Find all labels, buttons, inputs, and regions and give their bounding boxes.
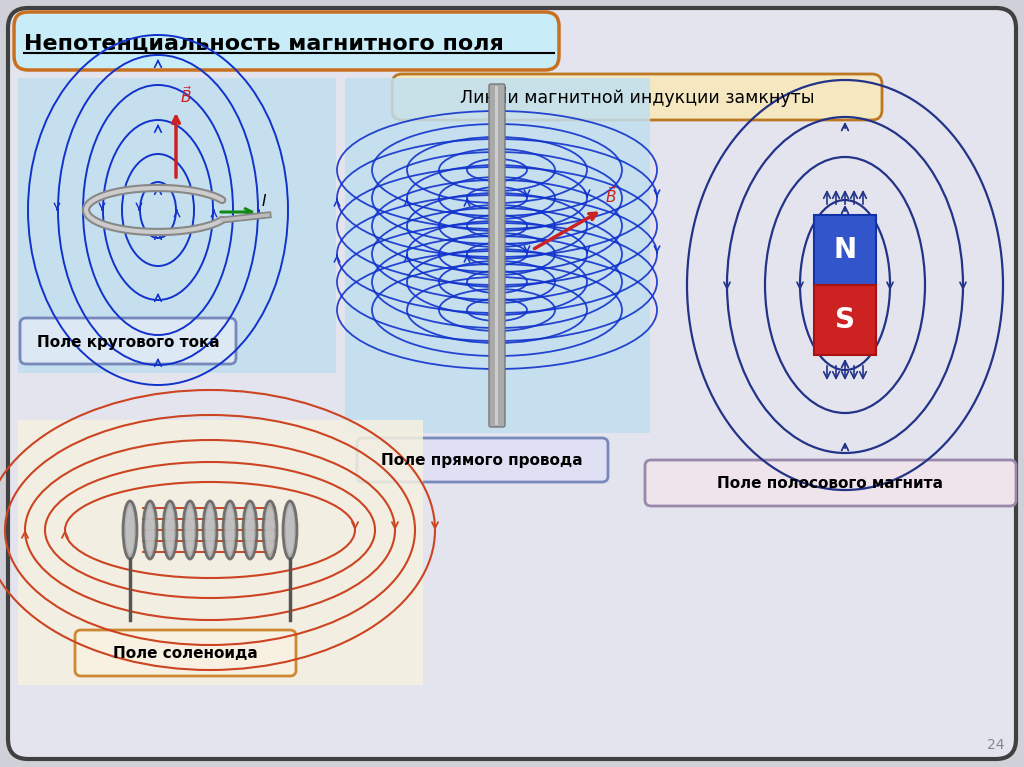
Text: Поле кругового тока: Поле кругового тока <box>37 334 219 350</box>
Ellipse shape <box>183 501 197 559</box>
Text: Поле полосового магнита: Поле полосового магнита <box>717 476 943 491</box>
Ellipse shape <box>263 501 278 559</box>
Ellipse shape <box>243 501 257 559</box>
Text: Непотенциальность магнитного поля: Непотенциальность магнитного поля <box>24 34 504 54</box>
FancyBboxPatch shape <box>18 78 336 373</box>
Ellipse shape <box>146 506 154 554</box>
Text: I: I <box>502 87 507 102</box>
Ellipse shape <box>226 506 234 554</box>
Text: N: N <box>834 236 856 264</box>
Text: Линии магнитной индукции замкнуты: Линии магнитной индукции замкнуты <box>460 89 814 107</box>
FancyBboxPatch shape <box>357 438 608 482</box>
FancyBboxPatch shape <box>345 78 650 433</box>
Bar <box>814 285 876 355</box>
Ellipse shape <box>143 501 157 559</box>
Ellipse shape <box>266 506 274 554</box>
Ellipse shape <box>283 501 297 559</box>
Ellipse shape <box>203 501 217 559</box>
Ellipse shape <box>166 506 174 554</box>
Ellipse shape <box>126 506 134 554</box>
Text: $\vec{B}$: $\vec{B}$ <box>180 85 193 106</box>
Ellipse shape <box>186 506 194 554</box>
FancyBboxPatch shape <box>18 420 423 685</box>
Ellipse shape <box>286 506 294 554</box>
Text: $\vec{B}$: $\vec{B}$ <box>605 185 617 206</box>
Ellipse shape <box>206 506 214 554</box>
Ellipse shape <box>223 501 237 559</box>
FancyBboxPatch shape <box>645 460 1016 506</box>
FancyBboxPatch shape <box>8 8 1016 759</box>
Text: 24: 24 <box>987 738 1005 752</box>
FancyBboxPatch shape <box>495 86 498 425</box>
FancyBboxPatch shape <box>392 74 882 120</box>
Text: Поле прямого провода: Поле прямого провода <box>381 453 583 468</box>
Text: S: S <box>835 306 855 334</box>
FancyBboxPatch shape <box>20 318 236 364</box>
Ellipse shape <box>163 501 177 559</box>
FancyBboxPatch shape <box>14 12 559 70</box>
FancyBboxPatch shape <box>75 630 296 676</box>
Bar <box>814 215 876 285</box>
FancyBboxPatch shape <box>489 84 505 427</box>
Text: I: I <box>262 194 266 209</box>
Ellipse shape <box>123 501 137 559</box>
Ellipse shape <box>246 506 254 554</box>
Text: Поле соленоида: Поле соленоида <box>113 647 257 661</box>
